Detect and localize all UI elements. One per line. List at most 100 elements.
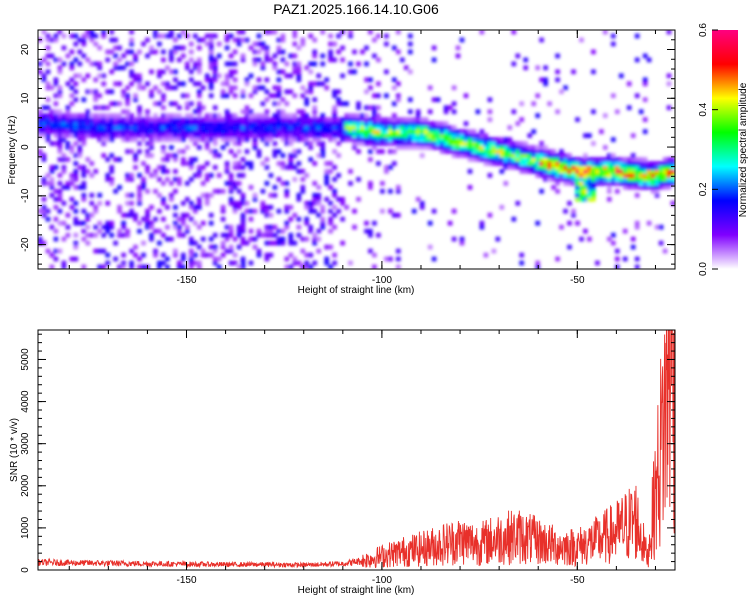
heatmap-cell — [308, 129, 313, 134]
heatmap-cell — [193, 61, 198, 67]
heatmap-cell — [216, 73, 222, 79]
heatmap-cell — [368, 157, 373, 162]
heatmap-cell — [384, 165, 389, 170]
heatmap-cell — [256, 85, 262, 91]
heatmap-cell — [69, 61, 75, 67]
heatmap-cell — [595, 161, 600, 166]
heatmap-cell — [197, 109, 202, 114]
heatmap-cell — [53, 129, 59, 134]
heatmap-cell — [642, 185, 648, 190]
heatmap-cell — [97, 137, 102, 142]
heatmap-cell — [197, 260, 202, 266]
heatmap-cell — [491, 153, 497, 158]
heatmap-cell — [77, 149, 83, 154]
heatmap-cell — [121, 117, 126, 122]
heatmap-cell — [173, 121, 178, 126]
heatmap-cell — [308, 252, 313, 258]
heatmap-cell — [551, 157, 556, 162]
heatmap-cell — [563, 153, 568, 158]
heatmap-cell — [439, 149, 445, 154]
heatmap-cell — [232, 125, 238, 130]
heatmap-cell — [547, 165, 552, 170]
heatmap-cell — [220, 133, 226, 138]
heatmap-cell — [73, 133, 79, 138]
heatmap-cell — [475, 157, 481, 162]
heatmap-cell — [284, 208, 290, 214]
heatmap-cell — [280, 113, 286, 118]
heatmap-cell — [630, 236, 636, 242]
heatmap-cell — [376, 57, 381, 63]
heatmap-cell — [316, 73, 321, 79]
heatmap-cell — [193, 129, 198, 134]
heatmap-cell — [193, 157, 198, 162]
heatmap-cell — [296, 193, 302, 198]
heatmap-cell — [113, 189, 118, 194]
heatmap-cell — [376, 33, 381, 39]
heatmap-cell — [276, 240, 282, 246]
heatmap-cell — [264, 89, 270, 94]
heatmap-cell — [296, 161, 302, 166]
heatmap-cell — [388, 189, 393, 194]
heatmap-cell — [423, 145, 429, 150]
heatmap-cell — [447, 141, 453, 146]
heatmap-cell — [272, 113, 278, 118]
heatmap-cell — [236, 30, 242, 35]
heatmap-cell — [177, 129, 182, 134]
heatmap-cell — [392, 121, 397, 126]
heatmap-cell — [129, 41, 134, 47]
heatmap-cell — [587, 236, 592, 242]
heatmap-cell — [503, 161, 509, 166]
heatmap-cell — [53, 37, 59, 43]
heatmap-cell — [81, 125, 87, 130]
heatmap-cell — [451, 133, 457, 138]
heatmap-cell — [567, 165, 572, 170]
heatmap-cell — [272, 232, 278, 238]
heatmap-cell — [658, 173, 664, 178]
y-tick-label: 0 — [20, 567, 31, 573]
heatmap-cell — [515, 53, 521, 59]
heatmap-cell — [555, 53, 560, 59]
heatmap-cell — [646, 169, 652, 174]
heatmap-cell — [563, 165, 568, 170]
heatmap-cell — [85, 33, 91, 39]
heatmap-cell — [567, 244, 572, 250]
heatmap-cell — [332, 109, 337, 114]
heatmap-cell — [173, 220, 178, 226]
heatmap-cell — [419, 141, 425, 146]
heatmap-cell — [208, 45, 214, 51]
heatmap-cell — [272, 133, 278, 138]
heatmap-cell — [551, 149, 556, 154]
heatmap-cell — [177, 264, 182, 269]
heatmap-cell — [248, 228, 254, 234]
heatmap-cell — [312, 113, 317, 118]
heatmap-cell — [85, 121, 91, 126]
heatmap-cell — [200, 165, 206, 170]
heatmap-cell — [81, 264, 87, 269]
heatmap-cell — [388, 149, 393, 154]
heatmap-cell — [125, 101, 130, 106]
heatmap-cell — [571, 69, 576, 75]
heatmap-cell — [232, 37, 238, 43]
heatmap-cell — [125, 129, 130, 134]
heatmap-cell — [45, 137, 51, 142]
heatmap-cell — [280, 125, 286, 130]
heatmap-cell — [435, 121, 441, 126]
heatmap-cell — [161, 125, 166, 130]
heatmap-cell — [276, 69, 282, 75]
heatmap-cell — [69, 77, 75, 83]
heatmap-cell — [125, 149, 130, 154]
heatmap-cell — [296, 232, 302, 238]
heatmap-cell — [658, 185, 664, 190]
heatmap-cell — [121, 133, 126, 138]
heatmap-cell — [296, 169, 302, 174]
heatmap-cell — [491, 161, 497, 166]
heatmap-cell — [288, 236, 294, 242]
heatmap-cell — [328, 264, 333, 269]
heatmap-cell — [571, 181, 576, 186]
heatmap-cell — [304, 65, 309, 71]
heatmap-cell — [185, 65, 190, 71]
heatmap-cell — [185, 197, 190, 202]
heatmap-cell — [181, 232, 186, 238]
heatmap-cell — [431, 125, 437, 130]
